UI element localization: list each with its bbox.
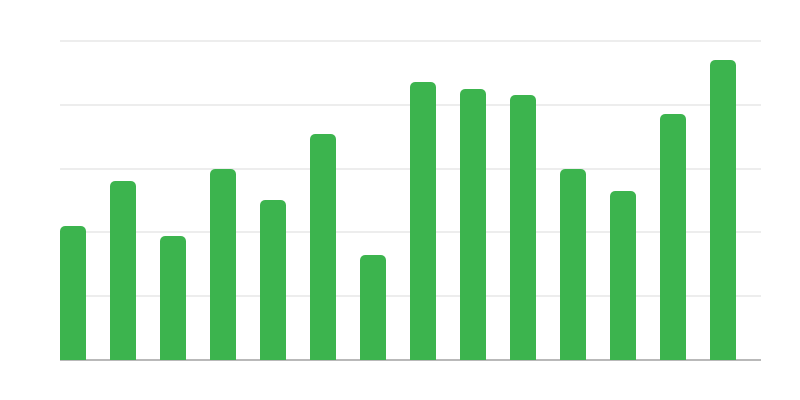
bar xyxy=(310,134,336,360)
bar xyxy=(560,169,586,360)
bar xyxy=(260,200,286,360)
bar xyxy=(110,181,136,360)
bar xyxy=(660,114,686,360)
bar xyxy=(510,95,536,360)
bar xyxy=(360,255,386,360)
bar xyxy=(160,236,186,360)
plot-area xyxy=(60,40,761,361)
x-axis-line xyxy=(60,359,761,361)
bar xyxy=(710,60,736,360)
bar xyxy=(410,82,436,360)
gridline xyxy=(60,40,761,42)
bar xyxy=(60,226,86,360)
bar xyxy=(610,191,636,360)
bar xyxy=(460,89,486,360)
bar xyxy=(210,169,236,360)
